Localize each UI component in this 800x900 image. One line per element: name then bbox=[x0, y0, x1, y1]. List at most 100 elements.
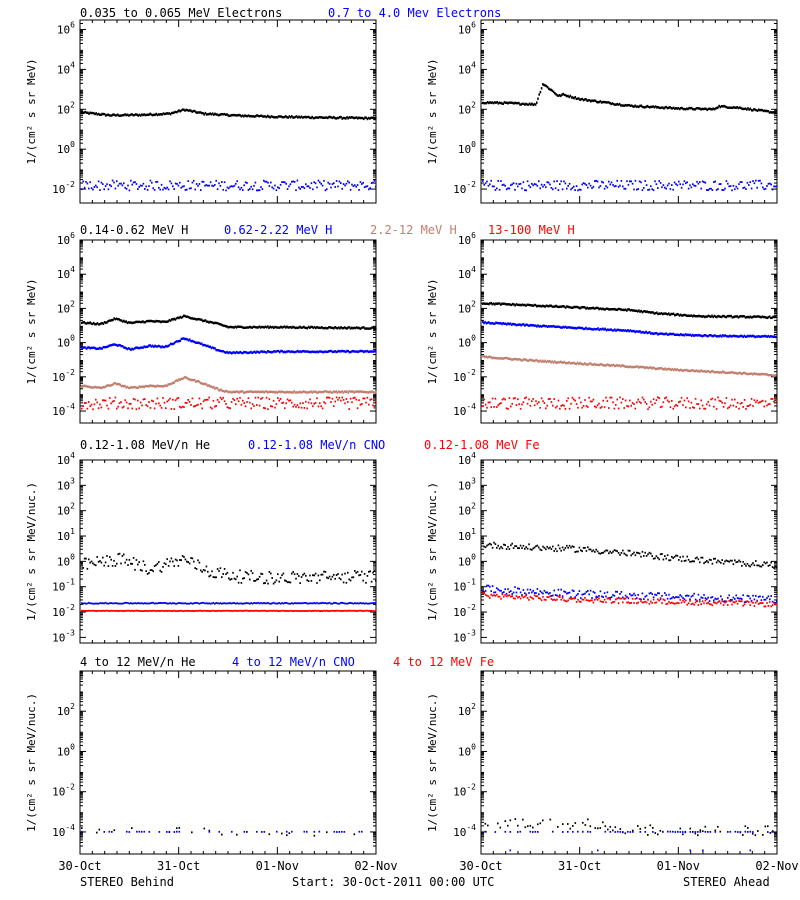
data-point bbox=[508, 187, 511, 190]
data-point bbox=[239, 390, 241, 393]
data-point bbox=[729, 334, 731, 337]
data-point bbox=[489, 542, 491, 545]
data-point bbox=[283, 391, 286, 394]
data-point bbox=[204, 569, 206, 572]
data-point bbox=[584, 306, 586, 309]
data-point bbox=[162, 320, 165, 323]
data-point bbox=[166, 610, 168, 612]
data-point bbox=[284, 181, 286, 184]
data-point bbox=[345, 350, 347, 354]
data-point bbox=[675, 183, 677, 185]
data-point bbox=[720, 105, 723, 108]
data-point bbox=[267, 325, 269, 328]
data-point bbox=[753, 182, 756, 185]
data-point bbox=[343, 350, 346, 353]
data-point bbox=[567, 326, 569, 329]
data-point bbox=[197, 379, 199, 383]
data-point bbox=[594, 363, 597, 366]
data-point bbox=[628, 308, 630, 311]
data-point bbox=[652, 311, 654, 314]
data-point bbox=[647, 367, 650, 370]
data-point bbox=[748, 108, 750, 111]
data-point bbox=[744, 372, 747, 375]
data-point bbox=[125, 320, 127, 323]
data-point bbox=[604, 308, 606, 311]
data-point bbox=[750, 398, 753, 400]
data-point bbox=[321, 350, 323, 353]
data-point bbox=[160, 609, 163, 612]
data-point bbox=[524, 592, 526, 595]
data-point bbox=[581, 326, 584, 330]
data-point bbox=[147, 345, 149, 348]
data-point bbox=[258, 602, 261, 605]
data-point bbox=[258, 115, 261, 118]
data-point bbox=[693, 560, 695, 563]
data-point bbox=[85, 347, 88, 350]
data-point bbox=[746, 316, 748, 319]
data-point bbox=[90, 111, 93, 115]
data-point bbox=[131, 407, 133, 410]
data-point bbox=[665, 396, 667, 399]
data-point bbox=[482, 590, 484, 592]
data-point bbox=[239, 397, 241, 399]
data-point bbox=[507, 322, 509, 325]
data-point bbox=[138, 610, 140, 612]
data-point bbox=[361, 349, 364, 353]
data-point bbox=[139, 602, 142, 605]
data-point bbox=[611, 308, 614, 311]
data-point bbox=[309, 398, 311, 401]
data-point bbox=[574, 189, 576, 191]
data-point bbox=[222, 350, 225, 353]
data-point bbox=[120, 384, 123, 388]
data-point bbox=[351, 390, 353, 393]
data-point bbox=[652, 398, 655, 401]
data-point bbox=[95, 398, 97, 401]
data-point bbox=[298, 610, 300, 612]
series-protons-behind-1 bbox=[81, 314, 377, 330]
data-point bbox=[722, 370, 724, 373]
data-point bbox=[687, 558, 690, 561]
data-point bbox=[750, 335, 753, 338]
data-point bbox=[532, 103, 534, 107]
data-point bbox=[510, 590, 512, 592]
data-point bbox=[659, 312, 662, 315]
data-point bbox=[603, 100, 605, 104]
data-point bbox=[738, 559, 740, 562]
data-point bbox=[717, 314, 719, 318]
data-point bbox=[535, 592, 537, 594]
data-point bbox=[695, 107, 698, 110]
data-point bbox=[199, 111, 202, 114]
y-tick-label: 100 bbox=[57, 140, 75, 156]
data-point bbox=[150, 384, 153, 387]
data-point bbox=[168, 383, 171, 386]
data-point bbox=[256, 404, 258, 406]
data-point bbox=[134, 609, 136, 612]
data-point bbox=[199, 318, 202, 321]
data-point bbox=[657, 106, 659, 109]
data-point bbox=[695, 315, 698, 318]
data-point bbox=[257, 390, 259, 393]
data-point bbox=[697, 403, 700, 405]
data-point bbox=[273, 350, 275, 353]
data-point bbox=[88, 609, 90, 612]
data-point bbox=[726, 314, 729, 318]
data-point bbox=[504, 356, 507, 360]
data-point bbox=[344, 572, 346, 575]
data-point bbox=[155, 319, 157, 323]
data-point bbox=[623, 552, 625, 555]
data-point bbox=[685, 182, 687, 185]
data-point bbox=[195, 404, 198, 407]
data-point bbox=[195, 609, 198, 612]
data-point bbox=[704, 407, 707, 410]
data-point bbox=[304, 115, 306, 119]
data-point bbox=[563, 590, 565, 593]
data-point bbox=[186, 338, 189, 341]
data-point bbox=[742, 406, 744, 408]
data-point bbox=[516, 323, 519, 326]
data-point bbox=[239, 609, 241, 612]
data-point bbox=[226, 609, 229, 612]
data-point bbox=[278, 399, 280, 402]
data-point bbox=[584, 182, 586, 185]
data-point bbox=[771, 335, 773, 338]
data-point bbox=[216, 113, 219, 116]
